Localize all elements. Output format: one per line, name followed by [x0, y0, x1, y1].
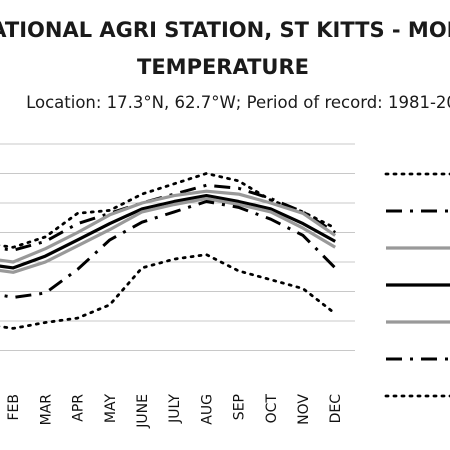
plot-series: [0, 172, 337, 330]
series-line-4: [0, 194, 336, 270]
x-tick-label-dec: DEC: [328, 394, 344, 424]
legend: [384, 172, 450, 398]
x-tick-label-nov: NOV: [296, 394, 312, 425]
x-tick-label-june: JUNE: [135, 394, 151, 429]
chart-title-line-1: GOLDEN ROCK NATIONAL AGRI STATION, ST KI…: [0, 18, 450, 42]
chart-title-line-2: TEMPERATURE: [137, 55, 309, 79]
x-tick-label-oct: OCT: [264, 394, 280, 424]
x-tick-label-mar: MAR: [38, 394, 54, 426]
series-line-3: [0, 189, 337, 264]
x-tick-label-feb: FEB: [6, 394, 22, 421]
x-axis-tick-labels: FEB MAR APR MAY JUNE JULY AUG SEP OCT NOV DEC: [6, 394, 344, 429]
chart-title: GOLDEN ROCK NATIONAL AGRI STATION, ST KI…: [0, 18, 450, 79]
x-tick-label-may: MAY: [103, 394, 119, 424]
series-line-7: [0, 253, 337, 330]
gridlines: [0, 143, 355, 351]
series-line-6: [0, 200, 337, 299]
x-tick-label-july: JULY: [167, 394, 183, 424]
series-line-5: [0, 197, 337, 274]
series-line-1: [0, 172, 337, 249]
x-tick-label-sep: SEP: [232, 394, 248, 420]
chart-subtitle: Location: 17.3°N, 62.7°W; Period of reco…: [26, 93, 450, 112]
x-tick-label-aug: AUG: [199, 394, 215, 425]
x-tick-label-apr: APR: [71, 394, 87, 422]
